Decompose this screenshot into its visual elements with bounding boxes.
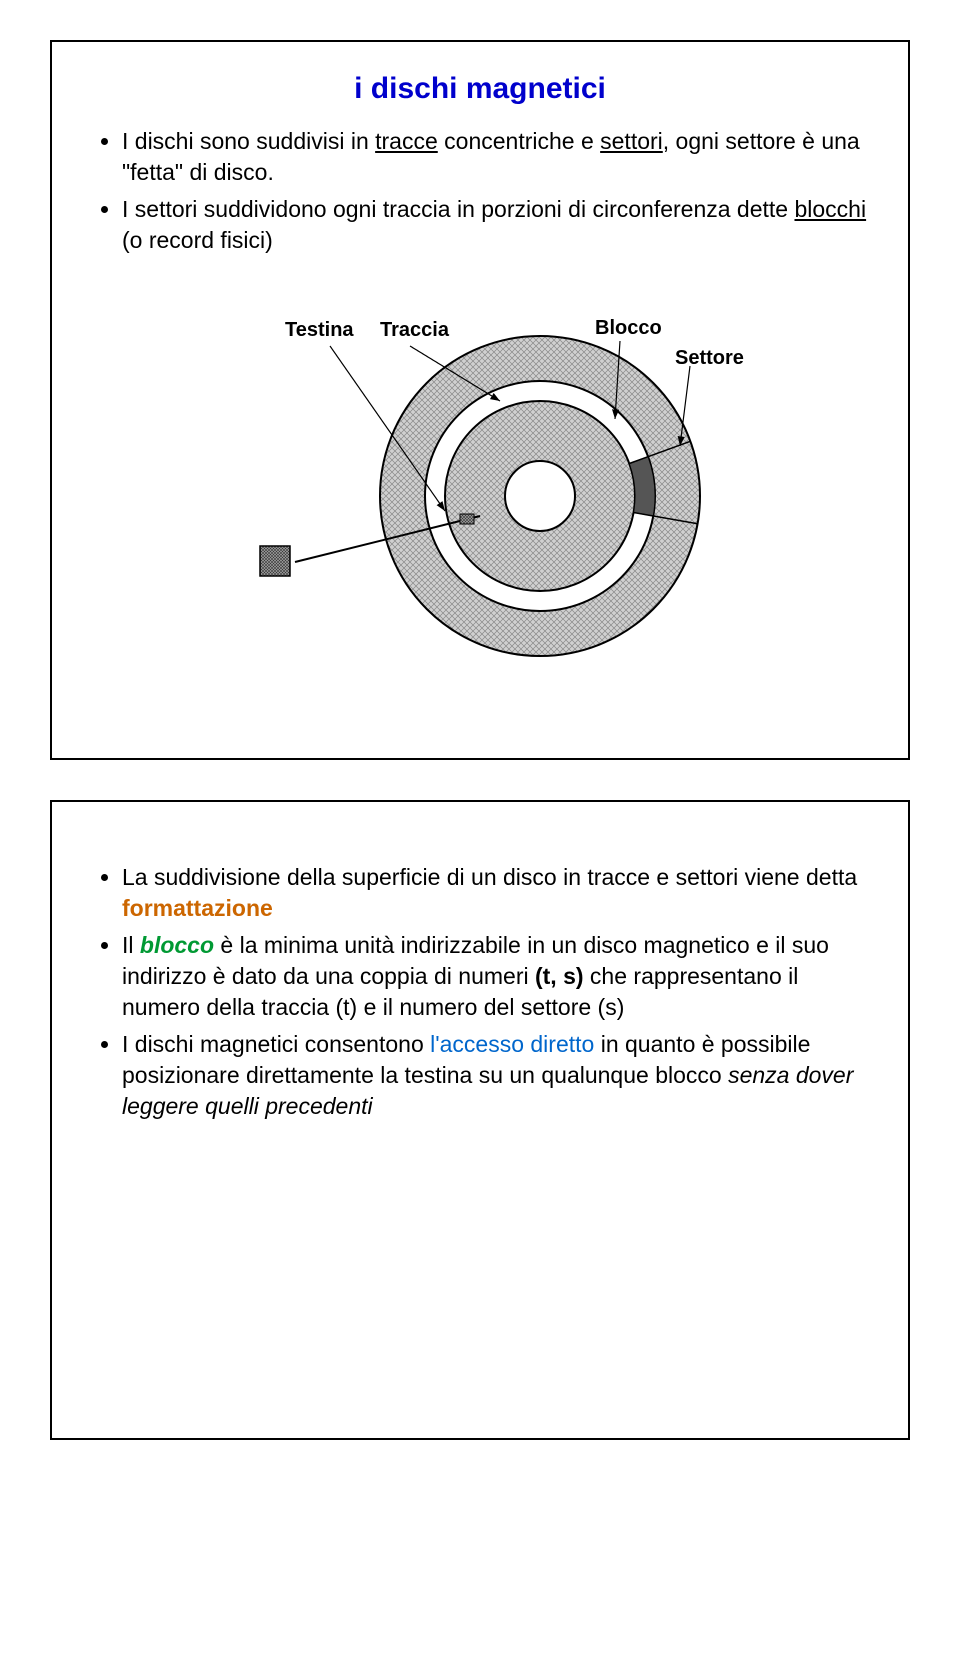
slide-2: La suddivisione della superficie di un d… <box>50 800 910 1440</box>
bullet-blocco: Il blocco è la minima unità indirizzabil… <box>122 930 868 1023</box>
diagram-label-settore: Settore <box>675 347 744 369</box>
diagram-label-traccia: Traccia <box>380 319 450 341</box>
diagram-label-testina: Testina <box>285 319 354 341</box>
bullet-formattazione: La suddivisione della superficie di un d… <box>122 862 868 924</box>
bullet-accesso-diretto: I dischi magnetici consentono l'accesso … <box>122 1029 868 1122</box>
slide-1: i dischi magnetici I dischi sono suddivi… <box>50 40 910 760</box>
bullet-1: I dischi sono suddivisi in tracce concen… <box>122 126 868 188</box>
link-accesso-diretto: l'accesso diretto <box>430 1031 594 1057</box>
word-blocco: blocco <box>140 932 214 958</box>
disk-diagram: Testina Traccia Blocco Settore <box>92 286 868 666</box>
disk-svg: Testina Traccia Blocco Settore <box>200 286 760 666</box>
bullet-2: I settori suddividono ogni traccia in po… <box>122 194 868 256</box>
diagram-label-blocco: Blocco <box>595 317 662 339</box>
bullet-list: I dischi sono suddivisi in tracce concen… <box>92 126 868 256</box>
bullet-list-2: La suddivisione della superficie di un d… <box>92 862 868 1122</box>
word-formattazione: formattazione <box>122 895 273 921</box>
slide-title: i dischi magnetici <box>92 72 868 106</box>
